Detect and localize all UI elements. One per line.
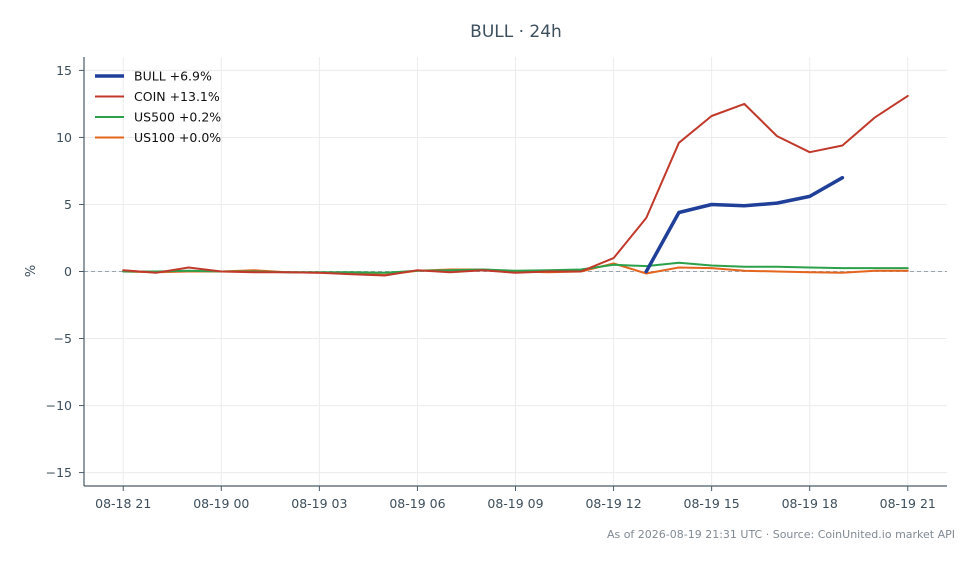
legend-label: US100 +0.0% (134, 130, 221, 145)
y-tick-label: 15 (56, 63, 72, 78)
x-tick-label: 08-19 06 (389, 496, 445, 511)
y-tick-label: −10 (46, 398, 72, 413)
legend-label: COIN +13.1% (134, 89, 220, 104)
chart-title: BULL · 24h (470, 22, 562, 42)
x-tick-label: 08-18 21 (95, 496, 151, 511)
x-tick-label: 08-19 18 (782, 496, 838, 511)
y-tick-label: 10 (56, 130, 72, 145)
x-tick-label: 08-19 03 (291, 496, 347, 511)
y-tick-label: −5 (54, 331, 72, 346)
x-tick-label: 08-19 12 (585, 496, 641, 511)
y-axis-label: % (24, 265, 39, 277)
footer-source: As of 2026-08-19 21:31 UTC · Source: Coi… (607, 528, 955, 541)
series-line-coin (122, 94, 909, 277)
series-lines (122, 94, 909, 277)
series-line-bull (644, 175, 845, 274)
axes: 08-18 21 08-19 00 08-19 03 08-19 06 08-19 09… (46, 57, 947, 511)
x-tick-label: 08-19 21 (880, 496, 936, 511)
x-tick-label: 08-19 15 (684, 496, 740, 511)
y-tick-label: 5 (64, 197, 72, 212)
legend-label: US500 +0.2% (134, 110, 221, 125)
x-tick-label: 08-19 00 (193, 496, 249, 511)
y-tick-label: −15 (46, 465, 72, 480)
legend: BULL +6.9% COIN +13.1% US500 +0.2% US100 +0… (95, 69, 221, 145)
x-tick-label: 08-19 09 (487, 496, 543, 511)
legend-label: BULL +6.9% (134, 69, 212, 84)
y-tick-label: 0 (64, 264, 72, 279)
